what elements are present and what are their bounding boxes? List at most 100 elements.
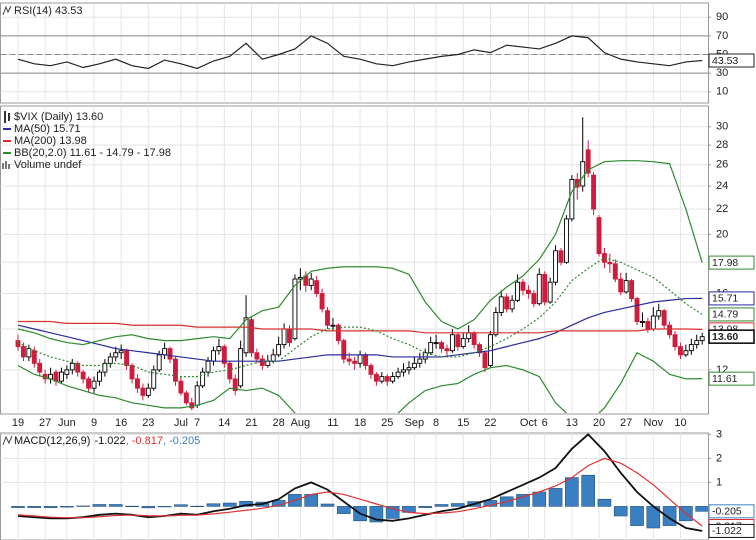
x-tick-label: 20 [593,417,605,429]
candle-body [53,371,59,382]
candle-body [183,392,189,404]
candle-body [645,321,651,330]
macd-title: MACD(12,26,9) [14,435,90,447]
y-tick-label: 3 [716,428,722,440]
y-tick-label: 70 [716,30,728,42]
candle-body [118,350,124,354]
candle-body [265,360,271,366]
candle-body [444,348,450,352]
candle-body [520,281,526,291]
candle-body [678,346,683,356]
y-tick-label: 24 [716,180,728,192]
y-tick-label: 30 [716,67,728,79]
x-tick-label: 23 [142,417,154,429]
overlay-line [17,297,703,362]
overlay-line [18,320,703,334]
y-tick-label: 28 [716,139,728,151]
candle-body [20,346,26,358]
candle-body [688,344,694,352]
candle-body [189,402,195,409]
x-tick-label: 9 [91,417,97,429]
legend-label: MA(200) 13.98 [14,135,87,147]
candle-body [629,280,635,300]
candle-body [672,334,678,348]
candle-body [270,354,276,362]
x-tick-label: 21 [245,417,257,429]
candle-body [113,352,119,358]
value-badge-label: -0.205 [712,506,742,518]
rsi-line [17,35,703,70]
candle-body [368,365,374,375]
candle-body [232,378,238,392]
candle-body [569,178,575,220]
candle-body [406,367,412,371]
candle-body [173,358,178,382]
panel-frame [0,2,709,104]
x-tick-label: 6 [542,417,548,429]
macd-histogram-bar [630,506,644,526]
candle-body [75,362,81,373]
y-tick-label: 30 [716,121,728,133]
volume-label: Volume undef [14,159,82,171]
candle-body [379,376,385,382]
candle-body [314,280,320,295]
value-badge [708,291,755,306]
candle-body [249,319,254,354]
candle-body [346,358,352,362]
macd-histogram-bar [565,477,579,507]
y-tick-label: 26 [716,159,728,171]
panel-frame [0,432,709,540]
candle-body [31,350,37,364]
candle-body [200,371,206,387]
overlay-line [17,351,703,413]
x-tick-label: 22 [484,417,496,429]
macd-histogram-bar [92,504,107,507]
candle-body [531,293,537,305]
candle-body [178,380,184,394]
candle-body [422,352,428,360]
candle-body [80,371,86,380]
macd-histogram-bar [60,506,74,508]
value-badge [708,371,755,386]
value-badge [708,307,755,322]
candle-body [634,298,640,322]
x-tick-label: 19 [12,417,24,429]
y-tick-label: 20 [716,228,728,240]
macd-histogram-bar [548,488,563,507]
candle-body [352,360,358,364]
value-badge [708,329,755,344]
macd-histogram-bar [43,506,58,508]
macd-legend-value: -0.817 [132,435,163,447]
volume-icon [2,161,10,169]
x-tick-label: 18 [354,417,366,429]
macd-histogram-bar [76,505,90,507]
candle-body [254,352,260,360]
candle-body [661,310,667,326]
x-tick-label: 27 [620,417,632,429]
candle-body [536,273,542,305]
candle-body [580,161,586,187]
candle-body [26,348,32,358]
candle-body [618,278,624,293]
candle-body [525,289,531,295]
macd-histogram-bar [141,506,156,509]
candle-body [319,293,325,310]
x-tick-label: 25 [381,417,393,429]
candle-body [591,174,597,210]
legend-label: MA(50) 15.71 [14,123,81,135]
candle-body [428,342,434,354]
x-tick-label: Oct [520,417,537,429]
macd-legend-value: -1.022 [94,435,125,447]
overlay-line [17,160,703,346]
candle-body [86,378,92,389]
value-badge [708,255,755,270]
candle-body [102,362,108,373]
macd-histogram-bar [222,502,237,507]
x-tick-label: Aug [291,417,311,429]
candle-body [91,380,97,389]
macd-histogram-bar [190,505,205,507]
x-tick-label: 11 [327,417,338,429]
macd-histogram-bar [451,503,465,507]
y-tick-label: 1 [716,476,722,488]
